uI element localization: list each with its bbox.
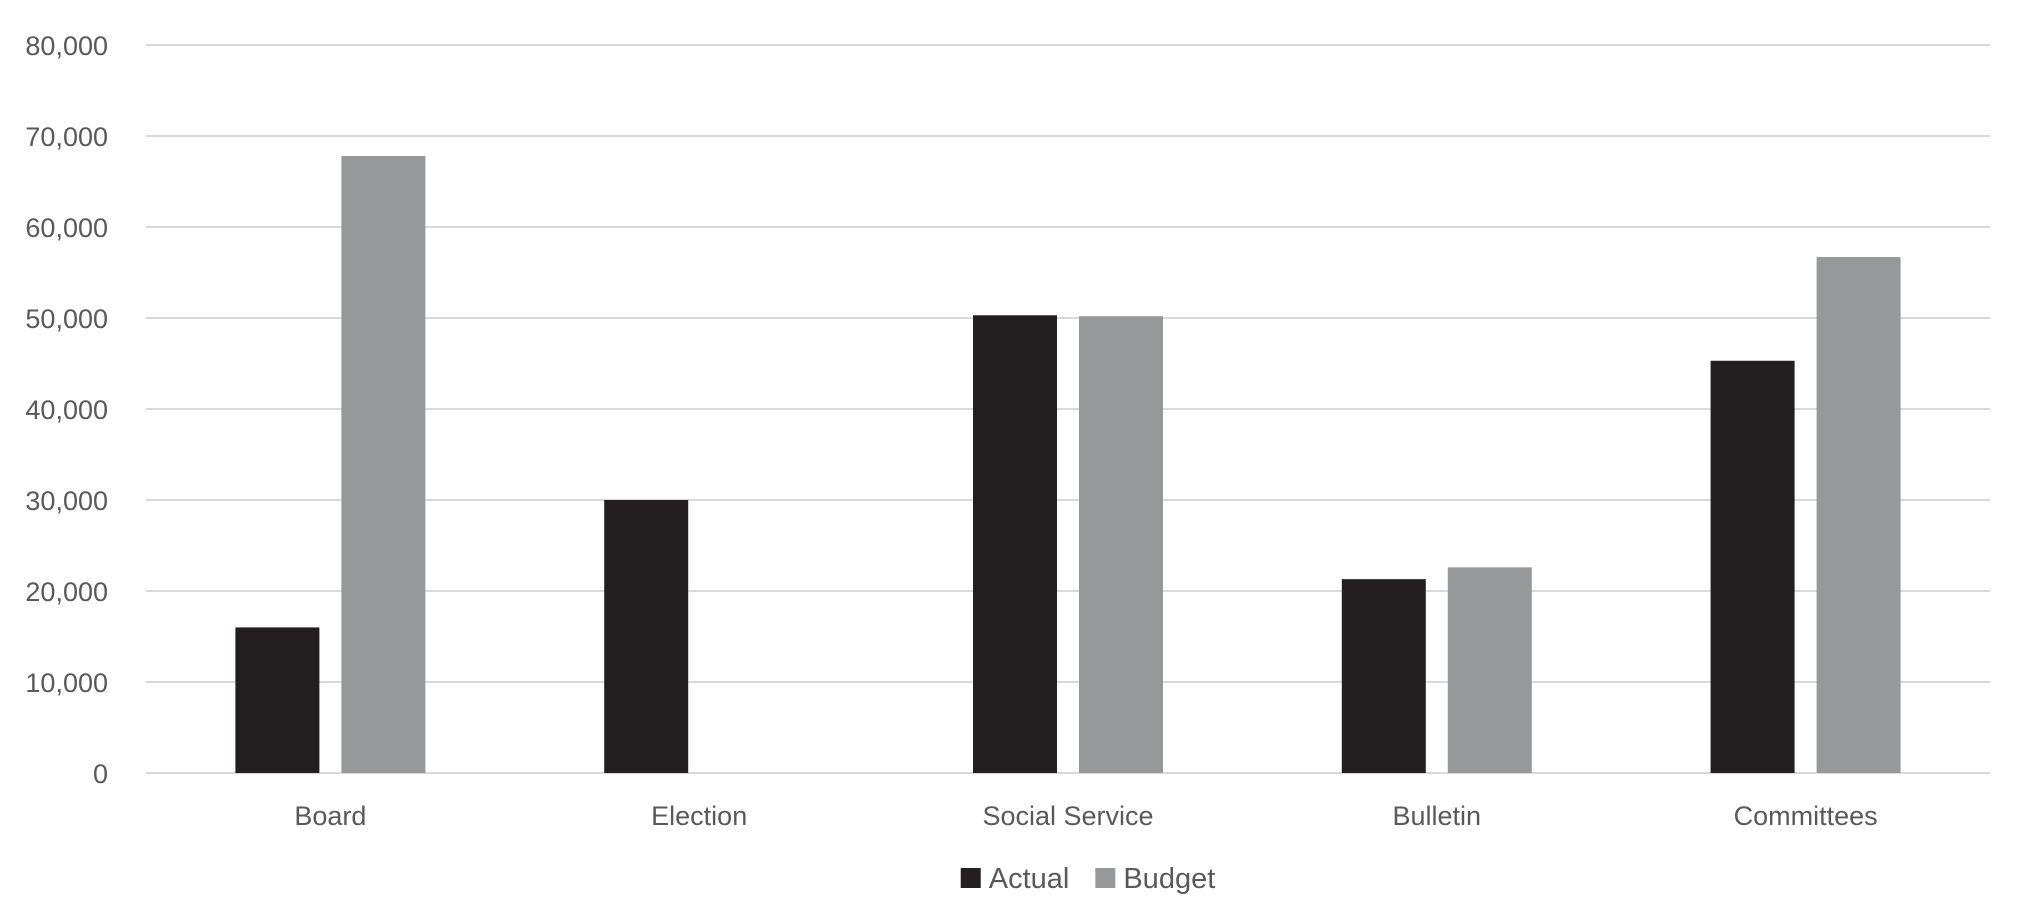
bar-budget-social-service [1079,316,1163,773]
x-axis-tick-labels: Board Election Social Service Bulletin Commi… [294,801,1877,831]
x-tick-label: Bulletin [1393,801,1482,831]
bar-actual-election [604,500,689,773]
y-tick-label: 80,000 [25,31,108,61]
gridlines [146,44,1990,774]
legend: Actual Budget [960,863,1215,895]
bars [235,156,1901,773]
y-tick-label: 20,000 [25,577,108,607]
x-tick-label: Board [294,801,366,831]
bar-actual-committees [1710,360,1795,773]
x-tick-label: Election [651,801,747,831]
y-tick-label: 70,000 [25,122,108,152]
y-tick-label: 40,000 [25,395,108,425]
legend-label-budget: Budget [1123,863,1215,895]
y-tick-label: 30,000 [25,486,108,516]
x-tick-label: Social Service [982,801,1153,831]
bar-actual-board [235,627,320,773]
y-tick-label: 50,000 [25,304,108,334]
legend-swatch-actual [960,868,981,888]
legend-item-actual: Actual [960,863,1070,895]
legend-item-budget: Budget [1095,863,1215,895]
legend-label-actual: Actual [989,863,1070,895]
bar-budget-bulletin [1447,567,1532,773]
bar-budget-board [341,156,426,773]
y-axis-tick-labels: 0 10,000 20,000 30,000 40,000 50,000 60,000 70,… [25,31,108,789]
bar-actual-bulletin [1341,579,1426,773]
x-tick-label: Committees [1734,801,1878,831]
bar-budget-committees [1816,257,1901,773]
y-tick-label: 10,000 [25,668,108,698]
y-tick-label: 0 [93,759,108,789]
y-tick-label: 60,000 [25,213,108,243]
bar-actual-social-service [973,315,1057,773]
legend-swatch-budget [1095,868,1116,888]
